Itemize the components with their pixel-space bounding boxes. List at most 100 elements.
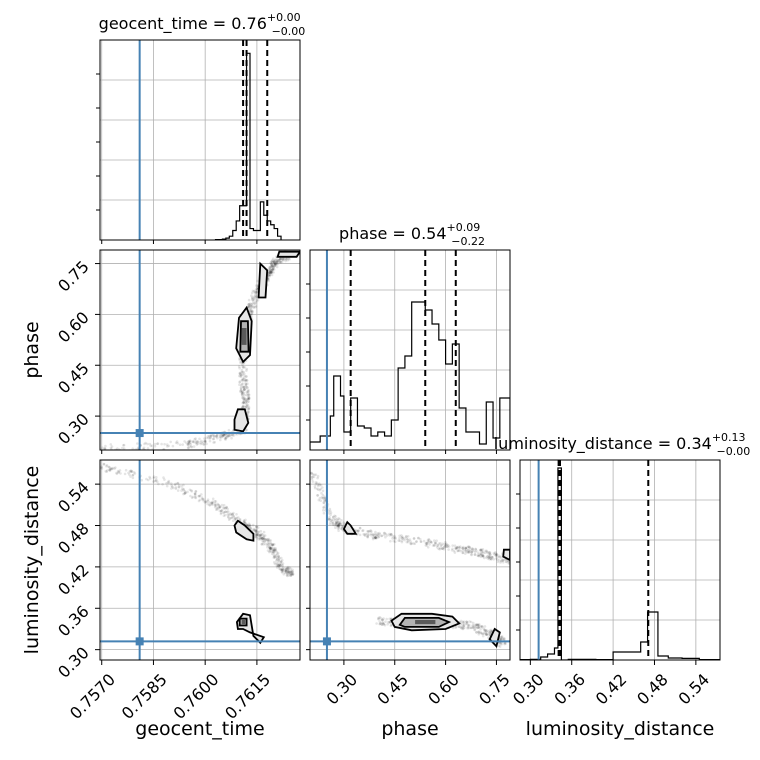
sample-point xyxy=(251,301,255,305)
sample-point xyxy=(289,569,293,573)
sample-point xyxy=(385,617,389,621)
sample-point xyxy=(119,472,122,475)
sample-point xyxy=(481,632,485,635)
sample-point xyxy=(498,645,502,648)
sample-point xyxy=(443,542,447,546)
sample-point xyxy=(148,477,152,480)
sample-point xyxy=(194,437,197,440)
sample-point xyxy=(271,264,275,268)
sample-point xyxy=(279,257,283,261)
sample-point xyxy=(378,532,382,536)
sample-point xyxy=(256,530,260,534)
sample-point xyxy=(273,258,277,262)
sample-point xyxy=(284,568,288,571)
sample-point xyxy=(328,507,332,511)
sample-point xyxy=(384,532,388,536)
sample-point xyxy=(244,521,247,525)
sample-point xyxy=(221,434,225,438)
sample-point xyxy=(231,513,234,516)
sample-point xyxy=(153,445,157,448)
sample-point xyxy=(484,549,487,553)
sample-point xyxy=(268,273,272,277)
sample-point xyxy=(284,569,288,573)
sample-point xyxy=(150,444,154,448)
sample-point xyxy=(238,381,241,384)
sample-point xyxy=(216,508,219,511)
sample-point xyxy=(212,437,216,441)
sample-point xyxy=(269,547,272,550)
sample-point xyxy=(188,439,192,443)
sample-point xyxy=(218,506,222,509)
sample-point xyxy=(479,628,482,631)
sample-point xyxy=(281,558,284,562)
sample-point xyxy=(224,513,227,517)
sample-point xyxy=(241,370,244,374)
sample-point xyxy=(361,529,365,532)
sample-point xyxy=(238,366,241,370)
sample-point xyxy=(270,271,273,275)
sample-point xyxy=(377,618,380,621)
sample-point xyxy=(494,554,498,557)
sample-point xyxy=(269,539,273,542)
sample-point xyxy=(167,479,171,483)
sample-point xyxy=(479,548,483,551)
sample-point xyxy=(400,539,404,542)
sample-point xyxy=(487,553,491,556)
sample-point xyxy=(460,625,463,629)
sample-point xyxy=(380,534,384,537)
sample-point xyxy=(337,529,340,533)
sample-point xyxy=(267,270,271,274)
sample-point xyxy=(227,434,231,438)
sample-point xyxy=(317,484,320,488)
sample-point xyxy=(291,568,294,572)
sample-point xyxy=(281,568,284,572)
sample-point xyxy=(218,505,222,509)
sample-point xyxy=(313,485,317,488)
sample-point xyxy=(291,572,295,576)
sample-point xyxy=(274,549,278,552)
sample-point xyxy=(493,553,496,556)
sample-point xyxy=(263,539,266,543)
sample-point xyxy=(453,544,457,547)
sample-point xyxy=(175,440,179,443)
sample-point xyxy=(245,523,249,527)
ytick-label: 0.36 xyxy=(54,602,93,641)
sample-point xyxy=(311,475,314,479)
sample-point xyxy=(357,529,360,533)
sample-point xyxy=(109,467,113,470)
sample-point xyxy=(469,626,473,630)
sample-point xyxy=(334,517,337,520)
sample-point xyxy=(250,312,254,316)
sample-point xyxy=(480,550,484,553)
sample-point xyxy=(131,474,134,477)
sample-point xyxy=(280,568,283,571)
sample-point xyxy=(211,501,214,505)
sample-point xyxy=(268,545,271,549)
sample-point xyxy=(404,535,408,538)
sample-point xyxy=(244,379,248,383)
sample-point xyxy=(464,546,468,550)
sample-point xyxy=(196,440,199,444)
sample-point xyxy=(337,526,341,530)
sample-point xyxy=(272,267,276,270)
xaxis-label-geocent_time: geocent_time xyxy=(135,718,264,740)
sample-point xyxy=(241,386,245,389)
sample-point xyxy=(464,622,468,626)
sample-point xyxy=(486,633,489,636)
sample-point xyxy=(122,444,125,447)
sample-point xyxy=(389,624,393,628)
sample-point xyxy=(485,633,488,637)
sample-point xyxy=(131,473,135,477)
sample-point xyxy=(251,309,254,313)
sample-point xyxy=(268,267,271,271)
sample-point xyxy=(316,474,320,478)
sample-point xyxy=(319,499,323,503)
ytick-label: 0.30 xyxy=(54,409,93,448)
sample-point xyxy=(268,266,272,269)
sample-point xyxy=(269,271,272,274)
sample-point xyxy=(156,442,160,445)
sample-point xyxy=(278,564,281,568)
sample-point xyxy=(222,506,225,509)
sample-point xyxy=(249,307,252,311)
sample-point xyxy=(334,526,337,529)
